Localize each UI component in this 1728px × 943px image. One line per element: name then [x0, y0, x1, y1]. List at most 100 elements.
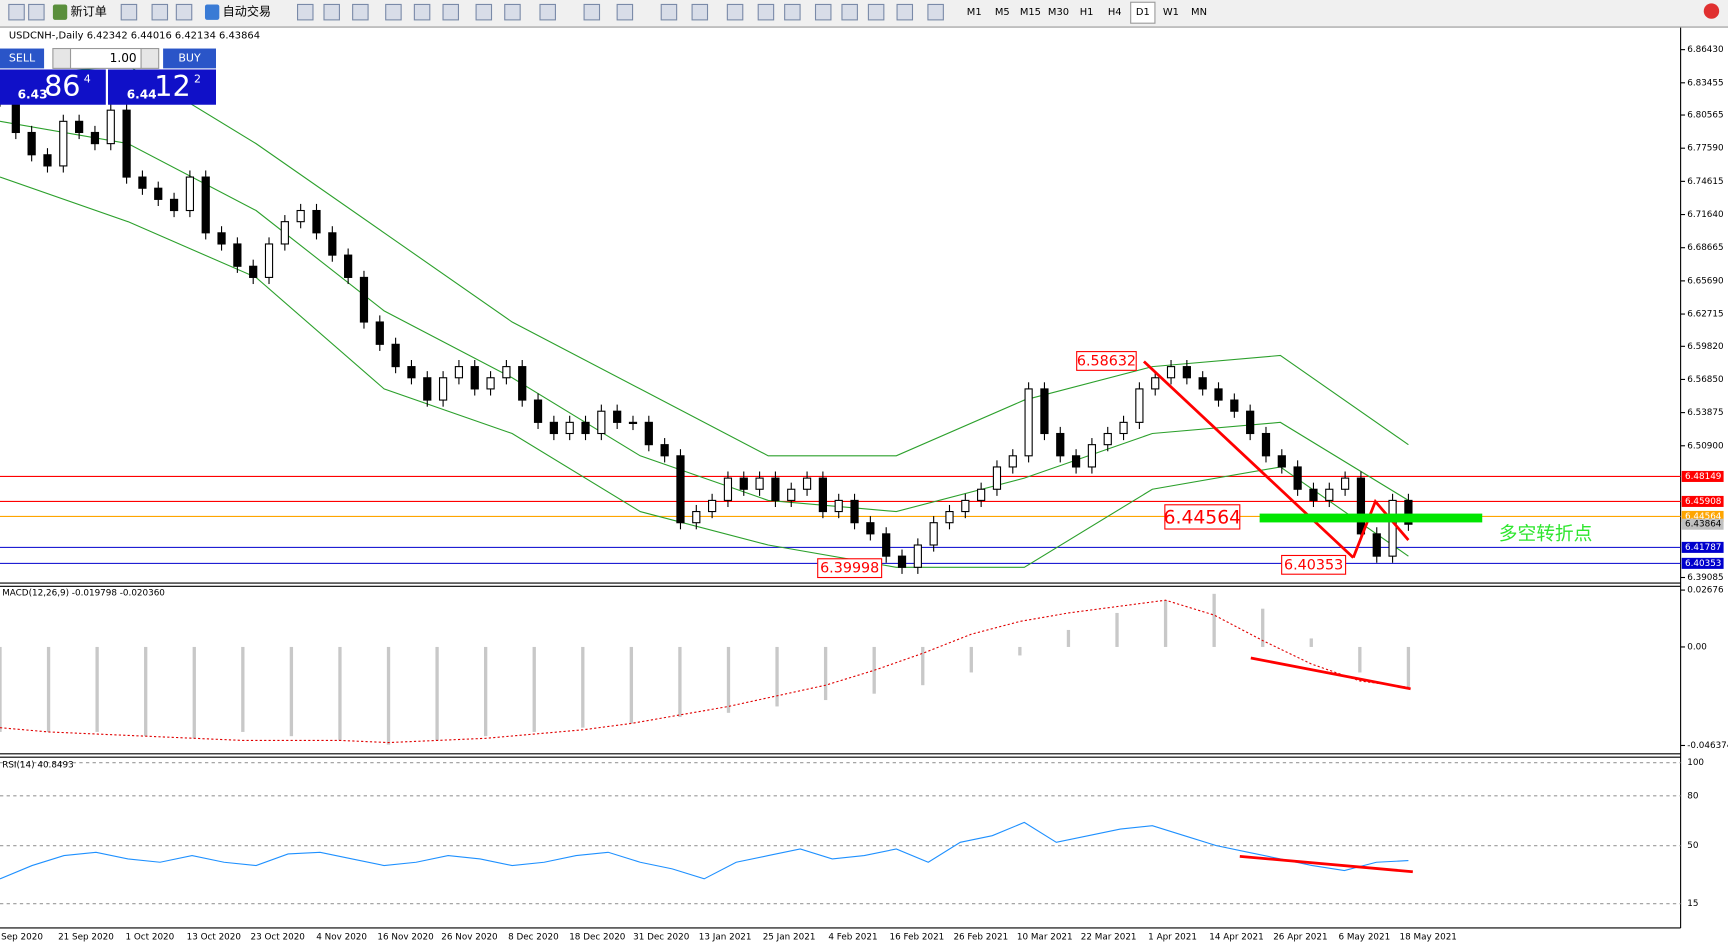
y-tick-label: 0.02676 [1687, 586, 1724, 596]
alert-badge[interactable] [1703, 3, 1720, 19]
x-tick-label: 14 Apr 2021 [1209, 932, 1263, 942]
buy-label[interactable]: BUY [178, 51, 201, 64]
toolbar-icon[interactable] [583, 3, 601, 21]
toolbar-icon[interactable] [175, 3, 193, 21]
macd-bar [678, 646, 682, 718]
bid-box[interactable] [0, 69, 106, 105]
level-label: 6.43864 [1685, 520, 1722, 530]
ask-small: 2 [194, 72, 201, 85]
x-tick-label: 18 May 2021 [1400, 932, 1457, 942]
timeframe-button[interactable]: D1 [1136, 7, 1150, 18]
x-tick-label: 4 Nov 2020 [316, 932, 367, 942]
toolbar-icon[interactable] [52, 4, 68, 20]
toolbar-icon[interactable] [757, 3, 775, 21]
toolbar-icon[interactable] [204, 4, 220, 20]
toolbar-items: 新订单 自动交易 M1 M5 M15 M30 H1 H4 D1 W1 MN [8, 1, 1720, 24]
candle [1008, 455, 1017, 468]
timeframe-button[interactable]: MN [1191, 7, 1207, 18]
toolbar-button[interactable]: 自动交易 [223, 4, 271, 19]
toolbar-icon[interactable] [867, 3, 885, 21]
candle [438, 377, 448, 401]
timeframe-button[interactable]: M1 [967, 7, 982, 18]
toolbar-icon[interactable] [784, 3, 801, 21]
macd-bar [969, 646, 973, 673]
candle [296, 209, 305, 223]
candle [1246, 410, 1255, 435]
macd-bar [1406, 646, 1411, 690]
toolbar-icon[interactable] [413, 3, 431, 21]
candle [708, 499, 717, 513]
candle [897, 555, 907, 568]
toolbar-icon[interactable] [896, 3, 914, 21]
toolbar-icon[interactable] [8, 3, 25, 21]
toolbar-icon[interactable] [352, 3, 369, 21]
candle [233, 243, 242, 267]
level-tag [1681, 495, 1724, 507]
macd-bar [1358, 646, 1362, 673]
lot-down[interactable] [52, 47, 72, 69]
toolbar-icon[interactable] [442, 3, 459, 21]
candle [882, 533, 891, 557]
toolbar-button[interactable]: 新订单 [71, 4, 107, 19]
toolbar-icon[interactable] [323, 3, 340, 21]
toolbar-icon[interactable] [475, 3, 493, 21]
macd-bar [1163, 600, 1168, 647]
candle [660, 444, 669, 457]
candle [692, 511, 701, 524]
candle [407, 366, 416, 379]
timeframe-button[interactable]: M5 [995, 7, 1010, 18]
toolbar-icon[interactable] [120, 3, 138, 21]
candle [454, 366, 464, 379]
toolbar-icon[interactable] [504, 3, 521, 21]
timeframe-button[interactable]: M30 [1048, 7, 1069, 18]
trend-arrow [1352, 498, 1410, 559]
toolbar-icon[interactable] [841, 3, 858, 21]
candle [787, 488, 796, 501]
candle [1056, 432, 1065, 457]
candle [1087, 444, 1097, 468]
toolbar-icon[interactable] [28, 3, 45, 21]
macd-bar [775, 646, 779, 707]
ask-box[interactable] [108, 69, 216, 105]
toolbar-icon[interactable] [616, 3, 634, 21]
macd-bar [1115, 612, 1119, 647]
bid-big: 6.43 [18, 87, 48, 101]
candle [138, 176, 147, 189]
timeframe-button[interactable]: H1 [1080, 7, 1094, 18]
candle [249, 265, 258, 278]
y-tick-label: 6.39085 [1687, 573, 1723, 583]
candle [961, 499, 970, 513]
candle [75, 120, 84, 134]
timeframe-button[interactable]: H4 [1108, 7, 1122, 18]
toolbar-icon[interactable] [927, 3, 944, 21]
buy-button[interactable] [163, 48, 216, 69]
candle [43, 154, 52, 167]
lot-up[interactable] [140, 47, 160, 69]
y-tick-label: 0.00 [1687, 642, 1707, 652]
candle [1261, 432, 1271, 457]
candle [1309, 488, 1318, 501]
candle [755, 477, 764, 490]
x-tick-label: 1 Oct 2020 [125, 932, 174, 942]
toolbar-icon[interactable] [385, 3, 402, 21]
timeframe-button[interactable]: M15 [1020, 7, 1041, 18]
level-tag [1681, 541, 1724, 553]
toolbar-icon[interactable] [151, 3, 169, 21]
y-tick-label: 6.71640 [1687, 210, 1724, 220]
level-tag [1681, 470, 1724, 482]
toolbar-icon[interactable] [814, 3, 832, 21]
sell-label[interactable]: SELL [9, 51, 36, 64]
candle [486, 377, 495, 390]
toolbar-icon[interactable] [660, 3, 678, 21]
ask-big: 6.44 [127, 87, 157, 101]
toolbar-icon[interactable] [297, 3, 314, 21]
lot-value[interactable]: 1.00 [110, 51, 137, 65]
pivot-bar [1259, 513, 1483, 523]
timeframe-button[interactable]: W1 [1163, 7, 1179, 18]
toolbar-icon[interactable] [691, 3, 709, 21]
toolbar-icon[interactable] [539, 3, 556, 21]
sell-button[interactable] [0, 48, 45, 69]
y-tick-label: 6.80565 [1687, 111, 1723, 121]
toolbar-icon[interactable] [726, 3, 744, 21]
